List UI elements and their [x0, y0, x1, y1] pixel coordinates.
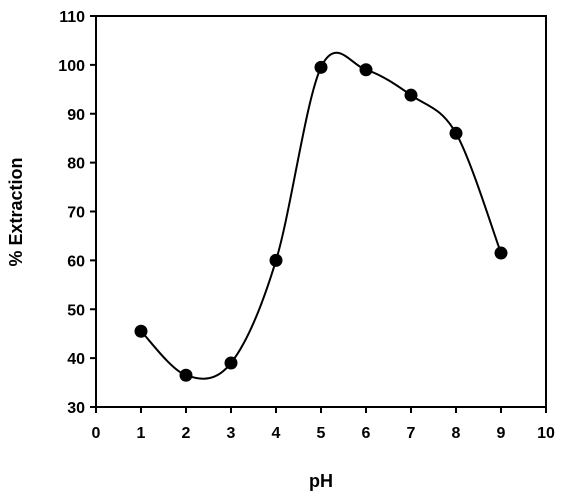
x-tick-label: 2	[182, 425, 191, 442]
data-point	[314, 60, 328, 74]
plot-area	[95, 15, 547, 408]
plot-frame	[95, 15, 547, 408]
y-axis-title: % Extraction	[6, 157, 26, 266]
y-tick-label: 30	[67, 400, 85, 417]
x-tick-label: 9	[497, 425, 506, 442]
x-tick-label: 0	[92, 425, 101, 442]
y-tick-label: 50	[67, 302, 85, 319]
x-tick-label: 1	[137, 425, 146, 442]
x-tick-label: 10	[537, 425, 555, 442]
x-tick-label: 4	[272, 425, 281, 442]
y-tick-label: 100	[58, 58, 85, 75]
y-axis-ticks: 30 40 50 60 70 80 90 100 110	[58, 9, 96, 417]
curve-layer	[140, 51, 502, 380]
series-line	[140, 51, 502, 380]
data-point	[449, 126, 463, 140]
data-point	[134, 324, 148, 338]
x-tick-label: 8	[452, 425, 461, 442]
data-point	[224, 356, 238, 370]
x-tick-label: 7	[407, 425, 416, 442]
y-tick-label: 110	[59, 9, 85, 26]
x-tick-label: 6	[362, 425, 371, 442]
y-tick-label: 40	[67, 351, 85, 368]
y-tick-label: 60	[67, 253, 85, 270]
data-point	[404, 88, 418, 102]
y-tick-label: 90	[67, 107, 85, 124]
data-point	[494, 246, 508, 260]
x-tick-label: 5	[317, 425, 326, 442]
points-layer	[134, 60, 508, 382]
data-point	[359, 63, 373, 77]
y-tick-label: 80	[67, 156, 85, 173]
data-point	[179, 368, 193, 382]
x-axis-title: pH	[309, 471, 333, 491]
x-axis-ticks: 0 1 2 3 4 5 6 7 8 9 10	[92, 407, 555, 442]
y-tick-label: 70	[67, 205, 85, 222]
data-point	[269, 253, 283, 267]
x-tick-label: 3	[227, 425, 236, 442]
